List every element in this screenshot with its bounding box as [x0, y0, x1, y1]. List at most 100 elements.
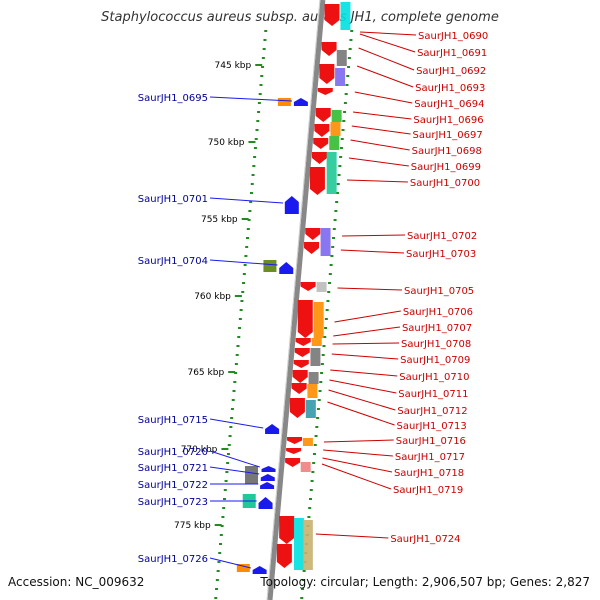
rail-tick — [222, 507, 226, 509]
cog-block — [336, 50, 347, 66]
left-leader-line — [209, 450, 260, 468]
rail-tick — [247, 219, 251, 221]
forward-gene-arrow — [321, 42, 337, 56]
scale-tick — [228, 371, 236, 373]
right-gene-label: SaurJH1_0706 — [403, 307, 473, 318]
right-leader-line — [323, 449, 393, 457]
right-leader-line — [354, 91, 413, 104]
rail-tick — [301, 588, 305, 590]
right-gene-label: SaurJH1_0690 — [418, 31, 488, 42]
forward-gene-arrow — [279, 516, 295, 544]
reverse-gene-arrow — [258, 497, 273, 509]
right-leader-line — [327, 401, 395, 426]
right-leader-line — [358, 47, 415, 71]
forward-gene-arrow — [315, 108, 331, 122]
rail-tick — [339, 147, 343, 149]
rail-tick — [344, 93, 348, 95]
rail-tick — [221, 516, 225, 518]
rail-tick — [319, 381, 323, 383]
rail-tick — [232, 390, 236, 392]
right-leader-line — [323, 439, 394, 443]
rail-tick — [220, 525, 224, 527]
genome-backbone — [267, 0, 326, 600]
reverse-gene-arrow — [284, 196, 299, 214]
right-leader-line — [334, 310, 401, 323]
rail-tick — [216, 570, 220, 572]
rail-tick — [349, 39, 353, 41]
rail-tick — [311, 471, 315, 473]
rail-tick — [227, 444, 231, 446]
reverse-gene-arrow — [261, 466, 276, 472]
right-leader-line — [360, 31, 417, 36]
rail-tick — [301, 579, 305, 581]
scale-label: 760 kbp — [194, 292, 231, 302]
left-gene-label: SaurJH1_0721 — [138, 463, 208, 474]
right-leader-line — [337, 287, 402, 291]
forward-gene-arrow — [293, 360, 309, 368]
rail-tick — [317, 399, 321, 401]
cog-block — [307, 384, 318, 398]
right-gene-label: SaurJH1_0697 — [413, 130, 483, 141]
right-leader-line — [329, 379, 397, 394]
rail-tick — [312, 453, 316, 455]
cog-block — [302, 438, 313, 446]
rail-tick — [331, 237, 335, 239]
rail-tick — [347, 57, 351, 59]
rail-tick — [313, 444, 317, 446]
rail-tick — [339, 156, 343, 158]
left-gene-label: SaurJH1_0722 — [138, 480, 208, 491]
rail-tick — [257, 111, 261, 113]
rail-tick — [238, 318, 242, 320]
rail-tick — [231, 399, 235, 401]
rail-tick — [246, 228, 250, 230]
cog-block — [311, 338, 322, 346]
forward-gene-arrow — [295, 338, 311, 346]
rail-tick — [348, 48, 352, 50]
rail-tick — [225, 471, 229, 473]
left-gene-label: SaurJH1_0715 — [138, 415, 208, 426]
forward-gene-arrow — [300, 282, 316, 291]
rail-tick — [332, 228, 336, 230]
right-gene-label: SaurJH1_0694 — [414, 99, 484, 110]
right-gene-label: SaurJH1_0717 — [395, 452, 465, 463]
rail-tick — [338, 165, 342, 167]
right-gene-label: SaurJH1_0692 — [416, 66, 486, 77]
right-gene-label: SaurJH1_0703 — [406, 249, 476, 260]
reverse-gene-arrow — [293, 98, 308, 106]
reverse-gene-arrow — [279, 262, 294, 274]
rail-tick — [318, 390, 322, 392]
left-leader-line — [209, 197, 284, 204]
forward-gene-arrow — [285, 458, 301, 467]
forward-gene-arrow — [319, 64, 335, 84]
right-gene-label: SaurJH1_0700 — [410, 178, 480, 189]
rail-tick — [345, 84, 349, 86]
left-gene-label: SaurJH1_0723 — [138, 497, 208, 508]
rail-tick — [314, 435, 318, 437]
rail-tick — [300, 597, 304, 599]
right-leader-line — [347, 179, 408, 183]
rail-tick — [241, 291, 245, 293]
rail-tick — [316, 417, 320, 419]
rail-tick — [237, 336, 241, 338]
forward-gene-arrow — [291, 383, 307, 394]
right-leader-line — [321, 463, 392, 490]
cog-block — [313, 302, 324, 338]
rail-tick — [254, 138, 258, 140]
rail-tick — [242, 273, 246, 275]
right-leader-line — [328, 389, 396, 411]
right-gene-label: SaurJH1_0716 — [396, 436, 466, 447]
forward-gene-arrow — [292, 370, 308, 383]
cog-block — [320, 228, 331, 256]
right-gene-label: SaurJH1_0710 — [399, 372, 469, 383]
backbone-shadow — [266, 0, 321, 600]
rail-tick — [341, 129, 345, 131]
rail-tick — [214, 597, 218, 599]
rail-tick — [329, 264, 333, 266]
forward-gene-arrow — [313, 138, 329, 149]
cog-block-left — [245, 466, 259, 484]
right-leader-line — [356, 65, 414, 88]
right-gene-label: SaurJH1_0719 — [393, 485, 463, 496]
rail-tick — [326, 300, 330, 302]
cog-block-left — [236, 564, 250, 572]
